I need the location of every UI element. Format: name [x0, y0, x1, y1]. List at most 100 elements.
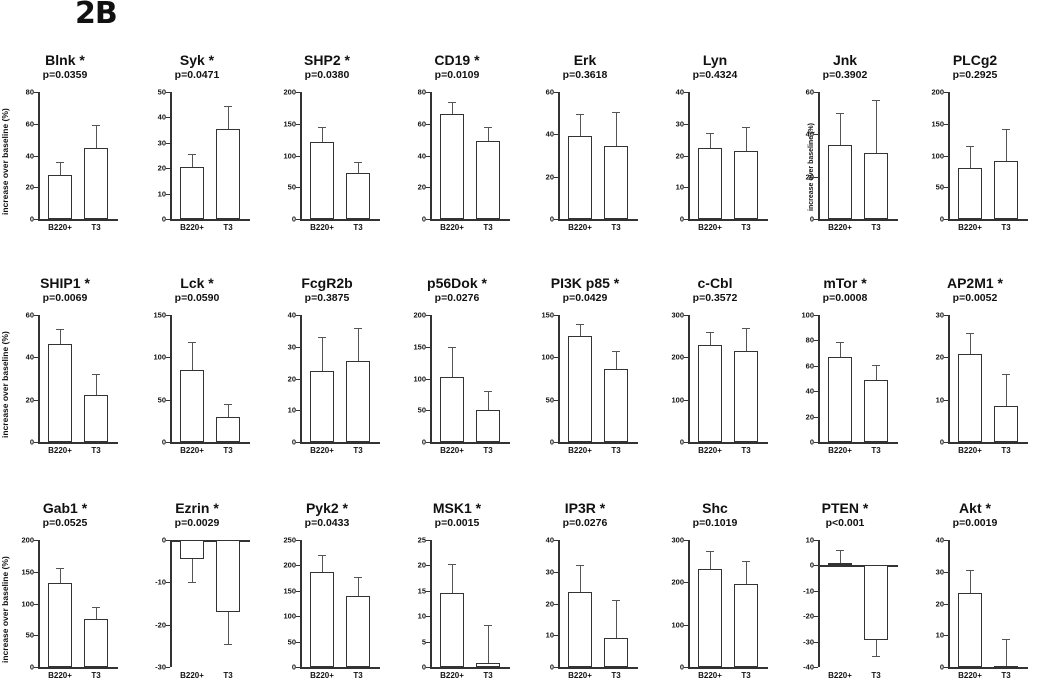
plot-area: 0 20 40 60 80 B220+ T3	[26, 88, 118, 232]
chart-panel: mTor * p=0.0008 0 20 40 60 80 100 B220+ T3	[780, 275, 910, 475]
y-tick	[426, 410, 430, 412]
y-tick	[296, 187, 300, 189]
p-value: p=0.0276	[434, 292, 480, 304]
chart-panel: MSK1 * p=0.0015 0 5 10 15 20 25 B220+ T3	[392, 500, 522, 700]
error-bar	[322, 555, 323, 572]
y-tick	[426, 346, 430, 348]
y-tick-label: 10	[545, 630, 554, 640]
y-axis	[430, 92, 432, 219]
plot-area: 0 20 40 60 B220+ T3	[26, 311, 118, 455]
y-axis	[430, 315, 432, 442]
x-tick-label: B220+	[958, 671, 982, 680]
y-tick-label: 0	[549, 662, 554, 672]
chart-title: mTor *	[823, 275, 867, 291]
y-tick-label: 0	[421, 437, 426, 447]
chart-panel: Pyk2 * p=0.0433 0 50 100 150 200 250 B220+ T3	[262, 500, 392, 700]
y-tick	[426, 442, 430, 443]
error-cap	[1002, 374, 1010, 376]
bar-t3	[864, 153, 888, 219]
x-axis	[688, 219, 768, 221]
y-tick	[34, 187, 38, 189]
error-cap	[706, 133, 714, 135]
error-bar	[876, 640, 877, 657]
bar-b220	[48, 343, 72, 442]
x-axis	[300, 667, 380, 669]
error-bar	[192, 342, 193, 371]
x-tick-label: B220+	[568, 671, 592, 680]
chart-panel: IP3R * p=0.0276 0 10 20 30 40 B220+ T3	[520, 500, 650, 700]
error-bar	[580, 324, 581, 337]
y-axis-label: increase over baseline (%)	[808, 123, 815, 211]
x-tick-label: T3	[1001, 223, 1011, 232]
y-tick-label: 40	[157, 112, 166, 122]
x-tick-label: T3	[91, 671, 101, 680]
x-tick-label: T3	[871, 446, 881, 455]
x-tick-label: T3	[741, 446, 751, 455]
error-cap	[92, 606, 100, 608]
bar-t3	[476, 141, 500, 219]
x-axis	[818, 565, 898, 567]
y-tick-label: 60	[25, 310, 34, 320]
y-tick	[166, 219, 170, 220]
y-axis	[688, 540, 690, 667]
y-tick-label: 20	[675, 151, 684, 160]
error-bar	[710, 551, 711, 570]
y-tick	[296, 641, 300, 643]
error-cap	[576, 324, 584, 326]
y-tick	[34, 603, 38, 605]
y-tick-label: 30	[545, 567, 554, 577]
y-tick	[426, 92, 430, 93]
bar-t3	[604, 369, 628, 442]
p-value: p=0.0069	[42, 292, 88, 304]
y-tick	[814, 391, 818, 393]
y-tick-label: 100	[21, 599, 34, 608]
y-axis	[558, 92, 560, 219]
error-bar	[96, 374, 97, 396]
y-tick-label: 20	[805, 412, 814, 422]
y-tick-label: 40	[545, 535, 554, 545]
error-bar	[616, 112, 617, 146]
y-tick-label: -40	[803, 662, 814, 672]
y-tick-label: 0	[809, 437, 814, 447]
y-tick-label: 200	[931, 87, 944, 97]
y-tick-label: 100	[283, 611, 296, 621]
y-tick	[166, 193, 170, 195]
y-tick-label: 0	[939, 214, 944, 224]
y-tick-label: 0	[549, 214, 554, 224]
y-tick-label: -30	[155, 662, 166, 672]
y-tick-label: 50	[417, 405, 426, 415]
error-bar	[452, 346, 453, 378]
error-cap	[354, 576, 362, 578]
x-tick-label: B220+	[698, 223, 722, 232]
y-tick-label: 0	[421, 214, 426, 224]
plot-area: 0 10 20 30 40 B220+ T3	[546, 536, 638, 680]
chart-title: MSK1 *	[432, 500, 482, 516]
y-tick-label: 50	[157, 87, 166, 97]
error-cap	[92, 374, 100, 376]
y-tick-label: 40	[805, 386, 814, 396]
y-tick	[426, 123, 430, 125]
error-bar	[616, 351, 617, 370]
p-value: p=0.3618	[562, 69, 608, 81]
error-cap	[1002, 128, 1010, 130]
y-tick-label: 20	[935, 599, 944, 608]
bar-b220	[180, 166, 204, 219]
bar-b220	[48, 583, 72, 667]
y-tick-label: 150	[153, 310, 166, 320]
chart-title: PTEN *	[821, 500, 869, 516]
y-tick-label: 150	[21, 567, 34, 577]
y-axis	[170, 315, 172, 442]
y-tick	[166, 540, 170, 541]
y-tick	[944, 357, 948, 359]
y-tick	[684, 667, 688, 668]
bar-t3	[216, 128, 240, 219]
y-tick	[34, 219, 38, 220]
plot-area: 0 20 40 60 80 B220+ T3	[418, 88, 510, 232]
y-tick-label: 60	[25, 119, 34, 129]
p-value: p=0.0276	[562, 517, 608, 529]
y-tick	[814, 176, 818, 178]
p-value: p=0.0433	[304, 517, 350, 529]
y-axis	[688, 92, 690, 219]
p-value: p=0.0359	[42, 69, 88, 81]
chart-title: Blnk *	[45, 52, 85, 68]
